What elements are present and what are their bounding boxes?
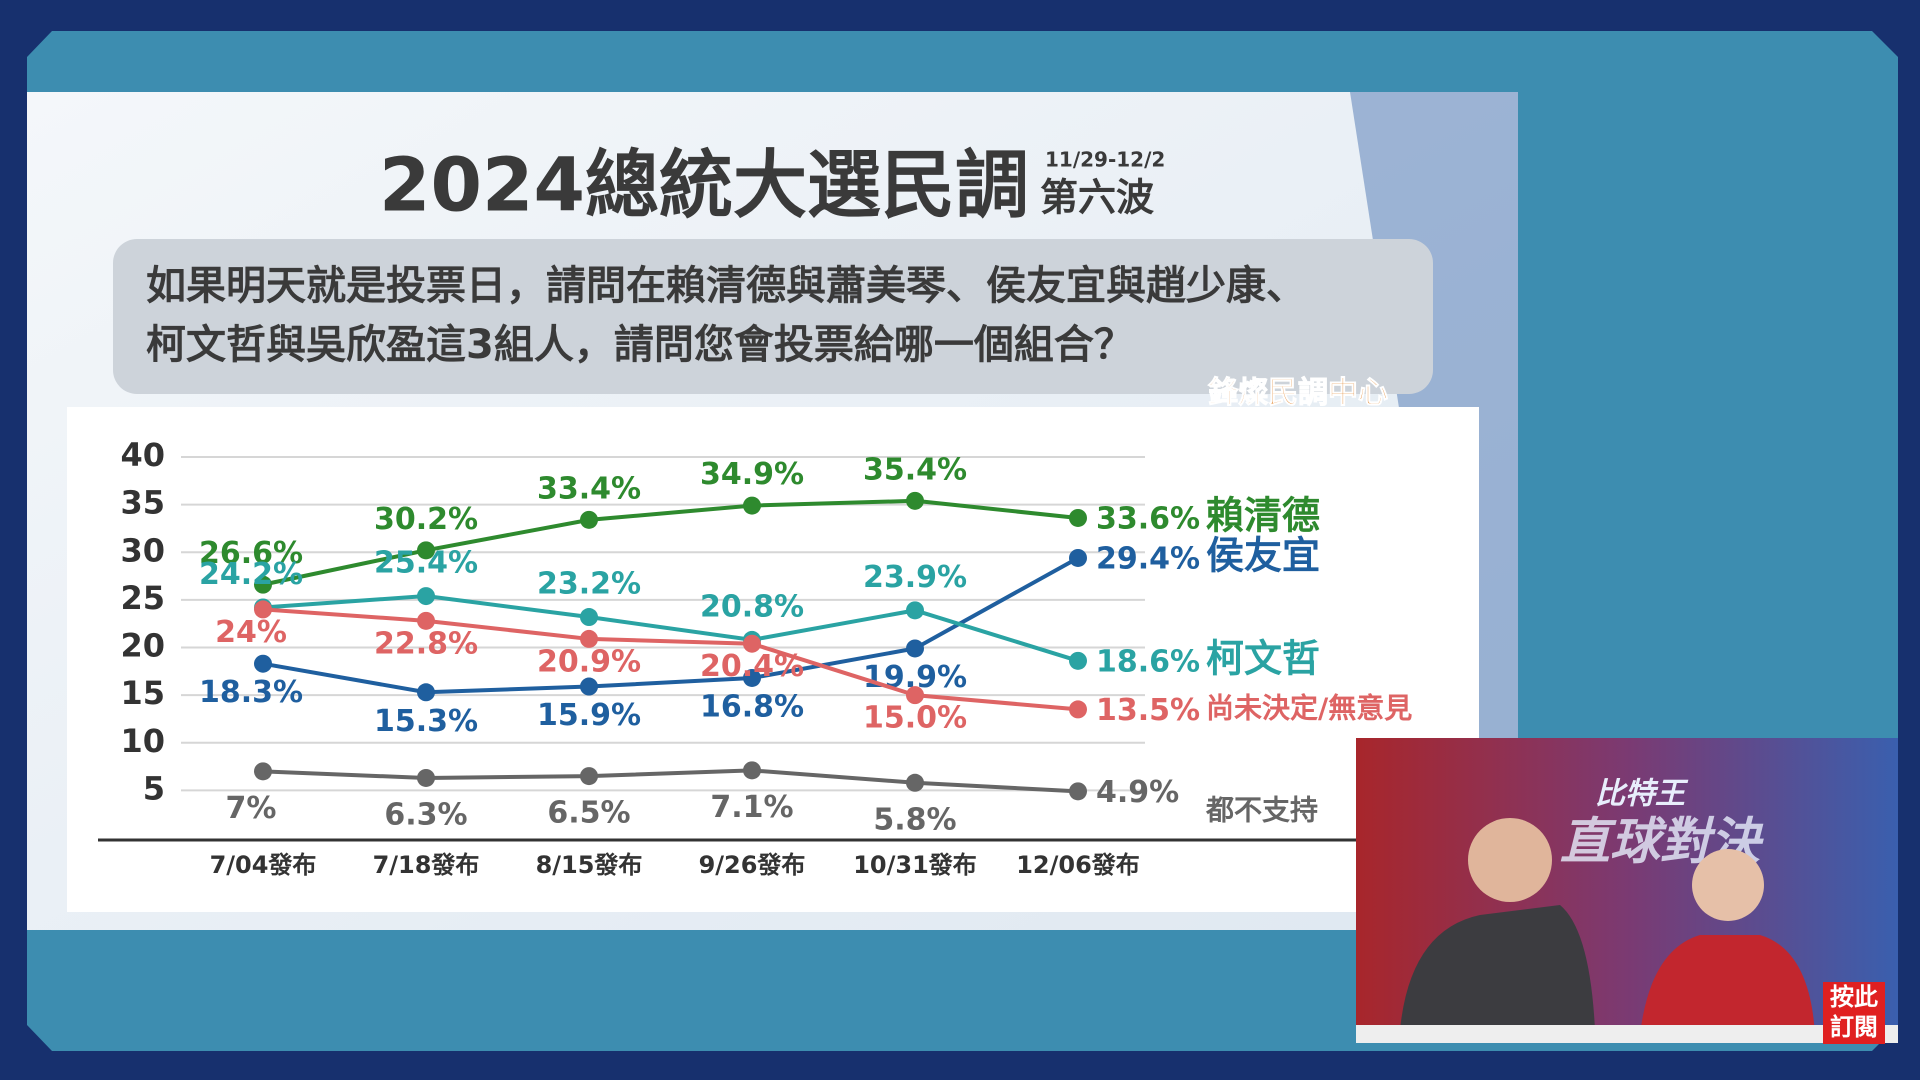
data-point bbox=[906, 773, 924, 792]
person-left-head bbox=[1468, 818, 1552, 902]
data-label: 18.3% bbox=[199, 675, 303, 710]
data-point bbox=[254, 654, 272, 673]
data-point bbox=[906, 601, 924, 620]
data-point bbox=[580, 677, 598, 696]
data-label: 6.3% bbox=[384, 797, 467, 832]
title: 2024總統大選民調 bbox=[379, 143, 1029, 229]
data-point bbox=[743, 634, 761, 653]
y-tick-label: 10 bbox=[120, 722, 165, 760]
subscribe-text[interactable]: 按此 bbox=[1830, 983, 1878, 1011]
y-tick-label: 40 bbox=[120, 436, 165, 474]
data-label: 16.8% bbox=[700, 689, 804, 724]
desk bbox=[1356, 1025, 1898, 1043]
subscribe-button[interactable] bbox=[1823, 982, 1885, 1044]
data-label: 4.9% bbox=[1096, 775, 1179, 810]
data-label: 5.8% bbox=[873, 802, 956, 837]
legend-label: 尚未決定/無意見 bbox=[1206, 691, 1412, 724]
series-line bbox=[262, 768, 1079, 794]
y-tick-label: 25 bbox=[120, 579, 165, 617]
data-label: 24% bbox=[215, 615, 287, 650]
legend-label: 侯友宜 bbox=[1206, 533, 1320, 577]
data-point bbox=[417, 611, 435, 630]
person-right bbox=[1640, 935, 1815, 1035]
y-tick-label: 20 bbox=[120, 627, 165, 665]
data-point bbox=[580, 510, 598, 529]
data-label: 13.5% bbox=[1096, 693, 1200, 728]
data-label: 6.5% bbox=[547, 796, 630, 831]
data-point bbox=[580, 767, 598, 786]
series-line bbox=[262, 594, 1079, 663]
data-label: 20.4% bbox=[700, 649, 804, 684]
wave: 第六波 bbox=[1040, 176, 1154, 220]
data-label: 29.4% bbox=[1096, 541, 1200, 576]
data-point bbox=[417, 541, 435, 560]
x-tick-label: 12/06發布 bbox=[1016, 851, 1140, 879]
data-point bbox=[254, 600, 272, 619]
data-label: 23.2% bbox=[537, 567, 641, 602]
date-range: 11/29-12/2 bbox=[1045, 148, 1165, 172]
data-point bbox=[743, 761, 761, 780]
question-line: 如果明天就是投票日，請問在賴清德與蕭美琴、侯友宜與趙少康、 bbox=[146, 263, 1306, 309]
person-left bbox=[1400, 905, 1595, 1030]
plot-card bbox=[67, 407, 1479, 912]
data-point bbox=[1069, 700, 1087, 719]
data-label: 7% bbox=[226, 791, 277, 826]
data-label: 22.8% bbox=[374, 626, 478, 661]
x-tick-label: 10/31發布 bbox=[853, 851, 977, 879]
data-label: 24.2% bbox=[199, 557, 303, 592]
question-line: 柯文哲與吳欣盈這3組人，請問您會投票給哪一個組合？ bbox=[146, 322, 1134, 368]
data-label: 20.8% bbox=[700, 589, 804, 624]
x-tick-label: 7/18發布 bbox=[373, 851, 480, 879]
data-point bbox=[580, 629, 598, 648]
series-line bbox=[262, 556, 1079, 695]
data-point bbox=[417, 683, 435, 702]
data-point bbox=[254, 762, 272, 781]
show-name: 比特王 bbox=[1595, 777, 1689, 812]
data-point bbox=[580, 608, 598, 627]
data-label: 7.1% bbox=[710, 790, 793, 825]
y-tick-label: 15 bbox=[120, 674, 165, 712]
data-label: 35.4% bbox=[863, 452, 967, 487]
x-tick-label: 8/15發布 bbox=[536, 851, 643, 879]
y-tick-label: 35 bbox=[120, 484, 165, 522]
data-point bbox=[1069, 782, 1087, 801]
x-tick-label: 7/04發布 bbox=[210, 851, 317, 879]
data-label: 15.0% bbox=[863, 701, 967, 736]
y-tick-label: 30 bbox=[120, 531, 165, 569]
source: 鋒燦民調中心 bbox=[1207, 376, 1388, 411]
data-label: 20.9% bbox=[537, 644, 641, 679]
person-right-head bbox=[1692, 849, 1764, 921]
question-box bbox=[113, 239, 1433, 394]
data-point bbox=[1069, 508, 1087, 527]
data-label: 23.9% bbox=[863, 560, 967, 595]
y-tick-label: 5 bbox=[143, 769, 165, 807]
data-label: 30.2% bbox=[374, 502, 478, 537]
legend-label: 都不支持 bbox=[1205, 793, 1318, 826]
data-label: 25.4% bbox=[374, 546, 478, 581]
series-line bbox=[262, 498, 1079, 587]
data-point bbox=[1069, 651, 1087, 670]
data-label: 15.3% bbox=[374, 704, 478, 739]
data-label: 26.6% bbox=[199, 536, 303, 571]
data-point bbox=[254, 575, 272, 594]
legend-label: 柯文哲 bbox=[1206, 636, 1320, 680]
data-point bbox=[906, 491, 924, 510]
data-point bbox=[906, 686, 924, 705]
x-tick-label: 9/26發布 bbox=[699, 851, 806, 879]
data-point bbox=[906, 639, 924, 658]
subscribe-text[interactable]: 訂閱 bbox=[1830, 1013, 1878, 1041]
data-label: 33.6% bbox=[1096, 501, 1200, 536]
data-point bbox=[743, 668, 761, 687]
series-line bbox=[262, 607, 1079, 712]
data-point bbox=[417, 768, 435, 787]
data-label: 34.9% bbox=[700, 457, 804, 492]
data-label: 33.4% bbox=[537, 471, 641, 506]
data-point bbox=[743, 496, 761, 515]
data-point bbox=[417, 587, 435, 606]
legend-label: 賴清德 bbox=[1206, 493, 1320, 537]
data-point bbox=[1069, 548, 1087, 567]
data-label: 18.6% bbox=[1096, 644, 1200, 679]
data-label: 15.9% bbox=[537, 698, 641, 733]
